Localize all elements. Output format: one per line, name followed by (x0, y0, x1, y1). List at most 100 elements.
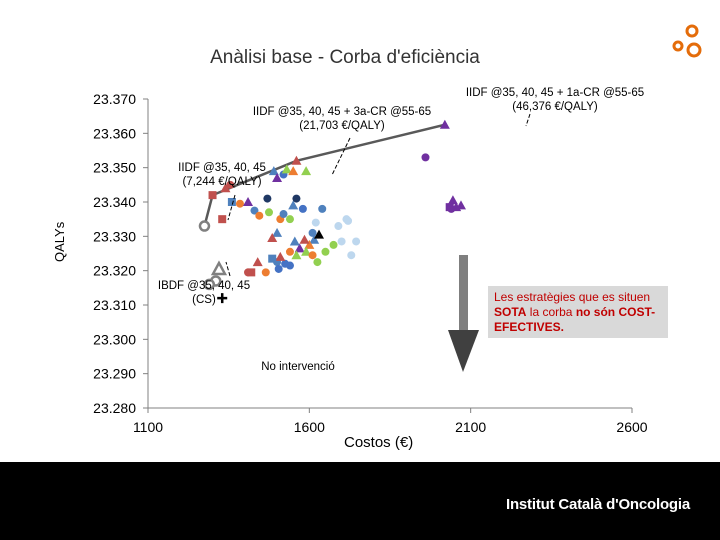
data-point (220, 183, 231, 193)
data-point (198, 220, 211, 232)
data-point (308, 251, 317, 260)
data-point (227, 198, 236, 206)
data-point (203, 278, 216, 291)
data-point (455, 200, 466, 210)
data-point (244, 268, 253, 277)
annotation-sublabel: (46,376 €/QALY) (512, 101, 598, 113)
annotation-label: IIDF @35, 40, 45 (178, 162, 266, 174)
annotation-label: No intervenció (261, 361, 335, 373)
data-point (447, 204, 456, 213)
y-tick-label: 23.350 (93, 160, 136, 176)
annotation-label: IBDF @35, 40, 45 (158, 280, 250, 292)
data-point (268, 254, 277, 263)
data-point (301, 166, 312, 176)
annotation-sublabel: (7,244 €/QALY) (182, 176, 261, 188)
data-point (218, 215, 227, 224)
callout-bold2: no són COST-EFECTIVES. (494, 305, 656, 334)
annotation-label: IIDF @35, 40, 45 + 3a-CR @55-65 (253, 106, 431, 118)
y-tick-label: 23.280 (93, 400, 136, 416)
data-point (210, 260, 228, 276)
ico-logo (672, 24, 702, 58)
y-tick-label: 23.310 (93, 297, 136, 313)
data-point (301, 246, 312, 256)
callout-bold1: SOTA (494, 305, 527, 319)
annotation-leader (225, 261, 231, 277)
y-tick-label: 23.360 (93, 125, 136, 141)
data-point (337, 237, 346, 246)
x-tick-label: 2100 (455, 419, 486, 435)
data-point (299, 234, 310, 244)
data-point (243, 197, 254, 206)
callout-line1: Les estratègies que es situen (494, 290, 651, 304)
data-point (263, 194, 272, 203)
data-point (314, 229, 325, 239)
data-point (267, 233, 278, 243)
data-point (291, 250, 302, 260)
data-point (226, 180, 235, 189)
x-axis-title: Costos (€) (344, 434, 414, 451)
arrow-head (448, 330, 479, 372)
y-tick-label: 23.320 (93, 263, 136, 279)
data-point (329, 240, 338, 249)
data-point (439, 119, 450, 129)
y-tick-label: 23.300 (93, 331, 136, 347)
data-point (304, 239, 315, 249)
data-point (288, 200, 299, 210)
data-point (281, 164, 292, 174)
data-point (321, 247, 330, 256)
annotation-sublabel: (21,703 €/QALY) (299, 120, 385, 132)
data-point (298, 204, 307, 213)
annotation-leader (331, 137, 351, 176)
annotation-label: IIDF @35, 40, 45 + 1a-CR @55-65 (466, 87, 644, 99)
data-point (311, 218, 320, 227)
data-point (250, 206, 259, 215)
data-point (309, 234, 320, 244)
data-point (291, 155, 302, 165)
y-tick-label: 23.290 (93, 366, 136, 382)
data-point (285, 247, 294, 256)
data-point (288, 166, 299, 176)
data-point (285, 215, 294, 224)
data-point (272, 172, 283, 182)
data-point (272, 227, 283, 237)
footer-text: Institut Català d'Oncologia (505, 496, 690, 513)
data-point (235, 199, 244, 208)
annotation-leader (525, 113, 531, 127)
data-point (261, 268, 270, 277)
data-point (274, 264, 283, 273)
data-point (265, 208, 273, 217)
data-point (252, 257, 263, 267)
data-point (421, 153, 430, 162)
chart-title: Anàlisi base - Corba d'eficiència (210, 47, 480, 68)
data-point (447, 195, 458, 205)
efficiency-frontier-line (203, 123, 446, 227)
callout-box: Les estratègies que es situen SOTA la co… (488, 286, 668, 338)
data-point (334, 222, 343, 231)
data-point (313, 258, 322, 267)
data-point (294, 243, 305, 253)
data-point (285, 261, 294, 270)
data-point (275, 251, 286, 261)
data-point (208, 191, 217, 200)
data-point (289, 236, 300, 246)
data-point (352, 237, 361, 246)
callout-line2: la corba (526, 305, 576, 319)
data-point (217, 293, 228, 304)
y-tick-label: 23.370 (93, 91, 136, 107)
annotation-leader (227, 194, 236, 221)
data-point (344, 216, 353, 225)
data-point (318, 204, 327, 213)
arrow-shaft (459, 255, 468, 330)
data-point (279, 210, 288, 219)
x-tick-label: 2600 (616, 419, 647, 435)
data-point (255, 211, 264, 220)
footer-bar (0, 462, 720, 540)
y-tick-label: 23.340 (93, 194, 136, 210)
x-tick-label: 1100 (133, 419, 163, 435)
data-point (292, 194, 301, 203)
data-point (347, 251, 356, 260)
annotation-sublabel: (CS) (192, 294, 216, 306)
data-point (308, 228, 317, 237)
